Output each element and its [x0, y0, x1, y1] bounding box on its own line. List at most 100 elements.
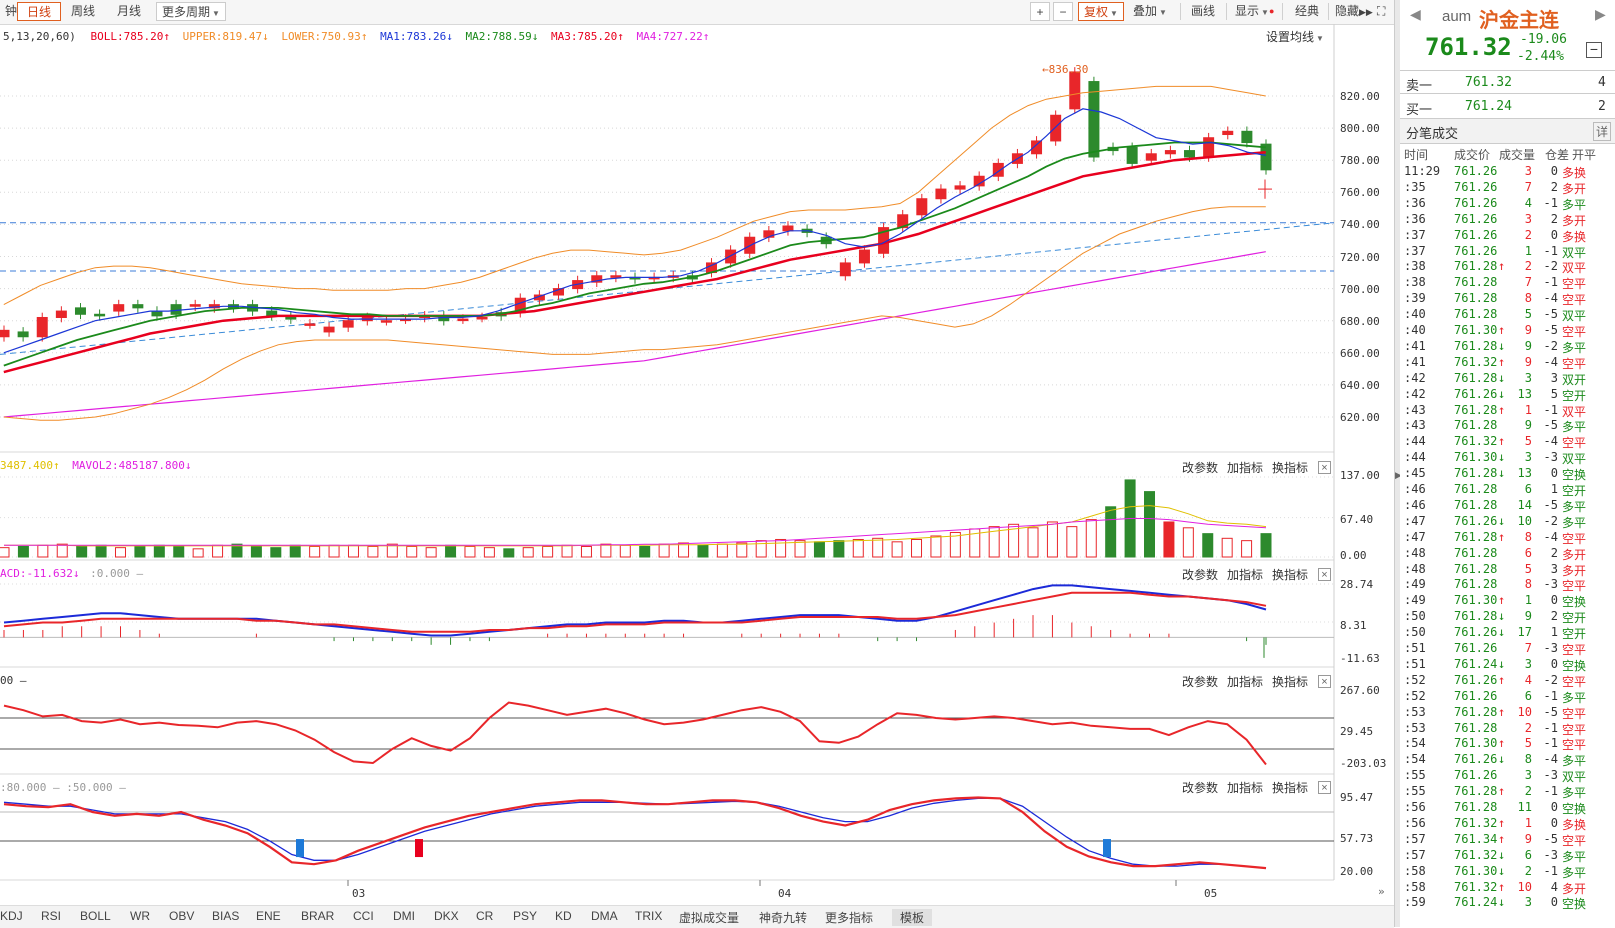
volume-bar: [464, 545, 476, 558]
cci-close-icon[interactable]: ×: [1318, 675, 1331, 688]
tab-virtual-volume[interactable]: 虚拟成交量: [679, 911, 740, 925]
ticks-list[interactable]: 11:29 761.26 3 0 多换:35 761.26 7 2 多开:36 761.26 4 -1…: [1400, 164, 1615, 927]
tab-boll[interactable]: BOLL: [80, 909, 111, 923]
prev-symbol-icon[interactable]: ◀: [1410, 6, 1421, 22]
chart-toolbar: 钟 日线 周线 月线 更多周期 ▼ + − 复权 ▼ 叠加 ▼ 画线 显示 ▼● 经典 …: [0, 0, 1394, 25]
tick-type: 空开: [1562, 611, 1587, 626]
tick-type: 空平: [1562, 531, 1587, 546]
tab-ene[interactable]: ENE: [256, 909, 281, 923]
tab-magic-nine[interactable]: 神奇九转: [759, 911, 808, 925]
fullscreen-icon[interactable]: ⛶: [1377, 4, 1386, 18]
volume-bar: [17, 545, 29, 558]
macd-close-icon[interactable]: ×: [1318, 568, 1331, 581]
candle: [1145, 153, 1157, 161]
tab-wr[interactable]: WR: [130, 909, 150, 923]
volume-bar: [386, 543, 398, 558]
tab-cci[interactable]: CCI: [353, 909, 374, 923]
cci-add-indicator-button[interactable]: 加指标: [1227, 675, 1264, 689]
tab-cr[interactable]: CR: [476, 909, 494, 923]
legend-upper: UPPER:819.47: [182, 30, 263, 43]
draw-line-button[interactable]: 画线: [1191, 4, 1216, 18]
tab-monthly[interactable]: 月线: [117, 4, 142, 18]
collapse-arrow-icon[interactable]: ▶: [1395, 470, 1402, 480]
panel-splitter[interactable]: ▶: [1394, 0, 1402, 927]
tab-more-indicators[interactable]: 更多指标: [825, 911, 874, 925]
tab-trix[interactable]: TRIX: [635, 909, 663, 923]
adjust-label: 复权: [1084, 5, 1109, 19]
tab-template[interactable]: 模板: [892, 909, 933, 926]
tick-type: 多平: [1562, 420, 1587, 435]
col-open-close: 开平: [1572, 148, 1597, 162]
macd-change-params-button[interactable]: 改参数: [1182, 568, 1219, 582]
tab-dma[interactable]: DMA: [591, 909, 618, 923]
tick-row: :48 761.28 6 2 多开: [1402, 546, 1612, 562]
macd-switch-indicator-button[interactable]: 换指标: [1272, 568, 1309, 582]
tab-brar[interactable]: BRAR: [301, 909, 335, 923]
tab-daily[interactable]: 日线: [17, 2, 61, 21]
tick-row: :47 761.26 ↓ 10 -2 多平: [1402, 514, 1612, 530]
zoom-out-button[interactable]: −: [1053, 2, 1073, 21]
cci-change-params-button[interactable]: 改参数: [1182, 675, 1219, 689]
tab-bias[interactable]: BIAS: [212, 909, 240, 923]
tick-price: 761.30: [1454, 593, 1498, 608]
vol-switch-indicator-button[interactable]: 换指标: [1272, 461, 1309, 475]
candle: [476, 316, 488, 320]
vol-change-params-button[interactable]: 改参数: [1182, 461, 1219, 475]
tick-oi: 2: [1550, 179, 1558, 194]
overlay-dropdown[interactable]: 叠加 ▼: [1128, 2, 1172, 21]
ma-settings-dropdown[interactable]: 设置均线 ▼: [1266, 28, 1324, 45]
tick-row: :58 761.30 ↓ 2 -1 多平: [1402, 864, 1612, 880]
classic-button[interactable]: 经典: [1295, 4, 1320, 18]
tab-kd[interactable]: KD: [555, 909, 572, 923]
toolbar-divider: [1226, 3, 1227, 20]
kdj-close-icon[interactable]: ×: [1318, 781, 1331, 794]
kdj-add-indicator-button[interactable]: 加指标: [1227, 781, 1264, 795]
candle: [55, 310, 67, 318]
candle: [1088, 81, 1100, 158]
more-periods-dropdown[interactable]: 更多周期 ▼: [156, 2, 226, 21]
tab-kdj[interactable]: KDJ: [0, 909, 23, 923]
candle: [610, 275, 622, 278]
ma2-line: [3, 141, 1266, 367]
tab-rsi[interactable]: RSI: [41, 909, 62, 923]
vol-add-indicator-button[interactable]: 加指标: [1227, 461, 1264, 475]
tick-time: :58: [1404, 879, 1426, 894]
tick-vol: 6: [1524, 545, 1532, 560]
ma-settings-label: 设置均线: [1266, 30, 1315, 44]
tick-arrow: ↑: [1498, 593, 1506, 608]
tick-vol: 2: [1524, 259, 1532, 274]
chart-canvas[interactable]: ←836.30: [0, 24, 1394, 905]
tick-type: 多平: [1562, 197, 1587, 212]
tick-arrow: ↓: [1498, 370, 1506, 385]
candle: [916, 198, 928, 216]
kdj-change-params-button[interactable]: 改参数: [1182, 781, 1219, 795]
tick-oi: -1: [1543, 720, 1558, 735]
minimize-icon[interactable]: −: [1586, 42, 1602, 58]
tab-obv[interactable]: OBV: [169, 909, 195, 923]
display-dropdown[interactable]: 显示 ▼●: [1230, 2, 1279, 21]
vol-close-icon[interactable]: ×: [1318, 461, 1331, 474]
tab-dkx[interactable]: DKX: [434, 909, 459, 923]
tab-psy[interactable]: PSY: [513, 909, 538, 923]
kdj-switch-indicator-button[interactable]: 换指标: [1272, 781, 1309, 795]
macd-add-indicator-button[interactable]: 加指标: [1227, 568, 1264, 582]
scroll-right-icon[interactable]: »: [1378, 885, 1385, 898]
tab-minute[interactable]: 钟: [5, 4, 18, 18]
dash-icon: –: [13, 674, 27, 687]
tick-row: :48 761.28 5 3 多开: [1402, 562, 1612, 578]
tick-price: 761.26: [1454, 688, 1498, 703]
hide-button[interactable]: 隐藏▶▶: [1330, 2, 1378, 21]
tick-row: :54 761.30 ↑ 5 -1 空平: [1402, 736, 1612, 752]
tab-weekly[interactable]: 周线: [71, 4, 96, 18]
tab-dmi[interactable]: DMI: [393, 909, 415, 923]
next-symbol-icon[interactable]: ▶: [1595, 6, 1606, 22]
cci-switch-indicator-button[interactable]: 换指标: [1272, 675, 1309, 689]
indicator-legend: 5,13,20,60) BOLL:785.20↑ UPPER:819.47↓ L…: [3, 30, 709, 43]
tick-type: 多开: [1562, 563, 1587, 578]
details-button[interactable]: 详: [1593, 122, 1612, 141]
zoom-in-button[interactable]: +: [1030, 2, 1050, 21]
tick-time: :45: [1404, 466, 1426, 481]
tick-type: 空平: [1562, 833, 1587, 848]
adjust-dropdown[interactable]: 复权 ▼: [1078, 2, 1124, 21]
volume-bar: [716, 543, 728, 558]
